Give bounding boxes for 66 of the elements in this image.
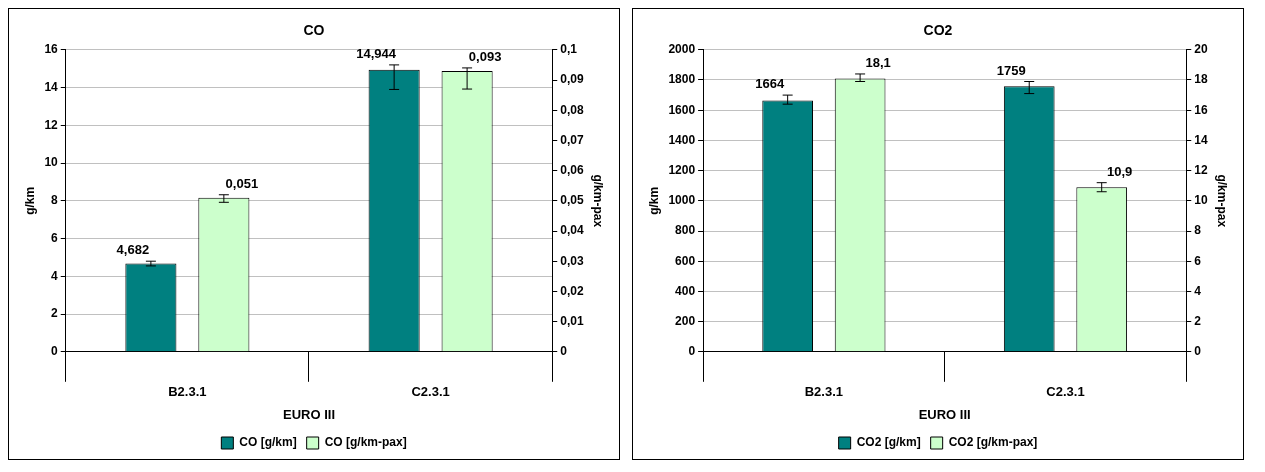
y-tick-label: 1200 [668,162,696,177]
y2-tick-label: 10 [1194,193,1208,208]
y2-tick-label: 0,09 [560,72,584,87]
y2-tick-label: 0,07 [560,132,584,147]
y-tick-label: 0 [51,344,59,359]
legend-label: CO [g/km] [239,435,297,450]
y2-axis-title: g/km-pax [591,174,606,228]
y2-tick-label: 20 [1194,42,1208,57]
y2-tick-label: 0,02 [560,283,584,298]
y2-tick-label: 0,08 [560,102,584,117]
y-tick-label: 0 [688,344,696,359]
y2-tick-label: 0 [1194,344,1202,359]
y-tick-label: 1800 [668,72,696,87]
y-tick-label: 12 [44,117,59,132]
y2-tick-label: 0,04 [560,223,584,238]
legend-label: CO2 [g/km-pax] [948,435,1038,450]
y-tick-label: 14 [44,79,59,94]
data-label: 10,9 [1107,163,1133,179]
y2-tick-label: 12 [1194,162,1208,177]
data-label: 1664 [755,76,785,92]
y-tick-label: 800 [675,223,696,238]
data-label: 4,682 [116,242,150,258]
y2-tick-label: 18 [1194,72,1208,87]
y-tick-label: 2 [51,306,59,321]
x-tick-label: C2.3.1 [411,384,450,400]
y2-tick-label: 0,05 [560,193,584,208]
y2-tick-label: 0,1 [560,42,578,57]
x-axis-title: EURO III [282,406,335,422]
y2-tick-label: 2 [1194,313,1202,328]
y2-tick-label: 14 [1194,132,1208,147]
legend-label: CO [g/km-pax] [324,435,407,450]
y-tick-label: 200 [675,313,696,328]
data-label: 0,051 [225,175,259,191]
data-label: 0,093 [468,49,502,64]
data-label: 18,1 [865,55,891,71]
y-tick-label: 6 [51,230,59,245]
y-tick-label: 10 [44,155,59,170]
y2-axis-title: g/km-pax [1215,174,1230,228]
chart-title: CO2 [923,22,953,39]
y-tick-label: 400 [675,283,696,298]
x-tick-label: B2.3.1 [804,384,844,400]
x-tick-label: C2.3.1 [1046,384,1085,400]
y-tick-label: 4 [51,268,59,283]
y-axis-title: g/km [646,186,661,215]
y2-tick-label: 0,01 [560,313,584,328]
x-tick-label: B2.3.1 [168,384,207,400]
y-tick-label: 16 [44,42,59,57]
y-axis-title: g/km [22,186,37,215]
y-tick-label: 600 [675,253,696,268]
y2-tick-label: 0 [560,344,568,359]
y2-tick-label: 4 [1194,283,1202,298]
y2-tick-label: 6 [1194,253,1202,268]
x-axis-title: EURO III [918,406,971,422]
data-label: 1759 [996,62,1026,78]
y-tick-label: 2000 [668,42,696,57]
y2-tick-label: 16 [1194,102,1208,117]
data-label: 14,944 [356,45,397,61]
y-tick-label: 1600 [668,102,696,117]
y2-tick-label: 0,06 [560,162,584,177]
y2-tick-label: 8 [1194,223,1202,238]
y-tick-label: 8 [51,193,59,208]
legend-label: CO2 [g/km] [856,435,921,450]
y2-tick-label: 0,03 [560,253,584,268]
chart-title: CO [303,22,325,39]
y-tick-label: 1400 [668,132,696,147]
y-tick-label: 1000 [668,193,696,208]
